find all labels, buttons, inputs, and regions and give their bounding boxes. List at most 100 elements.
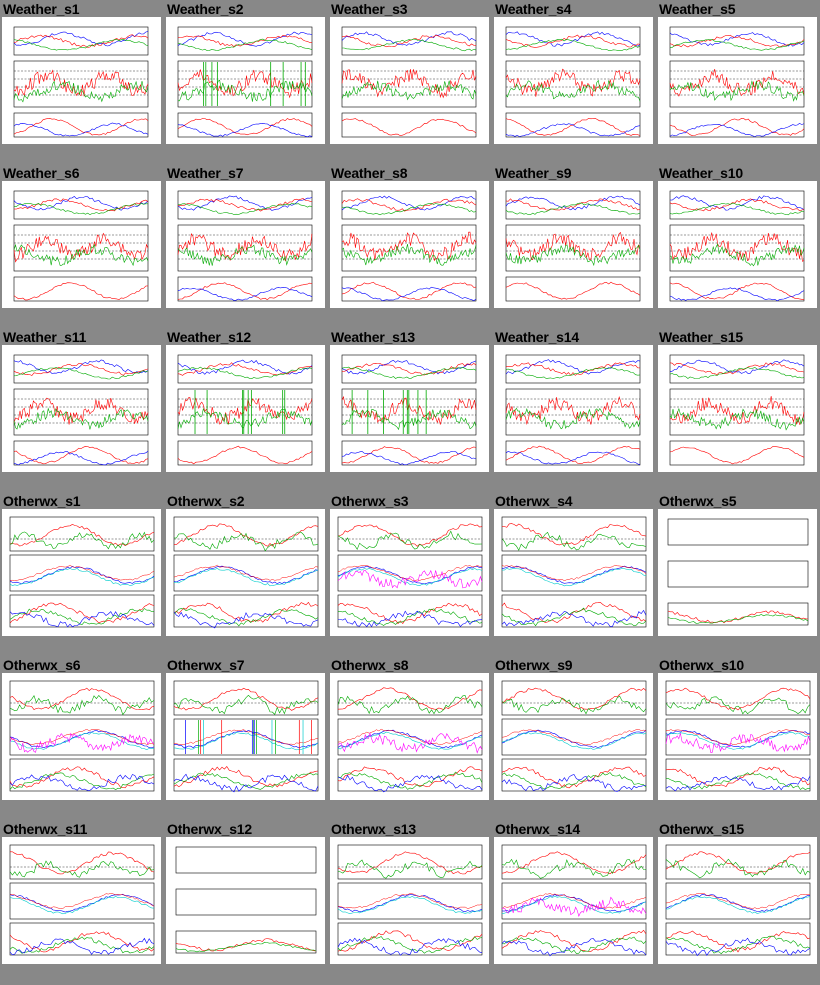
thumbnail-image[interactable] xyxy=(658,17,817,144)
thumbnail-plot xyxy=(667,518,809,626)
thumbnail-title: Otherwx_s5 xyxy=(659,493,737,509)
thumbnail-cell[interactable]: Otherwx_s7 xyxy=(166,657,328,821)
thumbnail-cell[interactable]: Weather_s1 xyxy=(2,1,164,165)
thumbnail-cell[interactable]: Weather_s5 xyxy=(658,1,820,165)
thumbnail-plot xyxy=(501,844,647,957)
thumbnail-title: Otherwx_s9 xyxy=(495,657,573,673)
thumbnail-title: Weather_s4 xyxy=(495,1,572,17)
thumbnail-image[interactable] xyxy=(658,509,817,636)
thumbnail-image[interactable] xyxy=(330,345,489,472)
thumbnail-image[interactable] xyxy=(2,17,161,144)
thumbnail-image[interactable] xyxy=(658,345,817,472)
thumbnail-cell[interactable]: Weather_s7 xyxy=(166,165,328,329)
thumbnail-plot xyxy=(665,844,811,957)
thumbnail-plot xyxy=(173,680,319,793)
thumbnail-image[interactable] xyxy=(330,17,489,144)
thumbnail-plot xyxy=(9,844,155,956)
thumbnail-cell[interactable]: Otherwx_s4 xyxy=(494,493,656,657)
thumbnail-plot xyxy=(177,190,313,302)
thumbnail-cell[interactable]: Otherwx_s5 xyxy=(658,493,820,657)
thumbnail-plot xyxy=(9,680,155,792)
thumbnail-image[interactable] xyxy=(166,17,325,144)
thumbnail-plot xyxy=(341,354,477,466)
thumbnail-title: Otherwx_s6 xyxy=(3,657,81,673)
thumbnail-image[interactable] xyxy=(330,837,489,964)
thumbnail-title: Weather_s11 xyxy=(3,329,87,345)
thumbnail-cell[interactable]: Otherwx_s3 xyxy=(330,493,492,657)
thumbnail-title: Otherwx_s3 xyxy=(331,493,409,509)
thumbnail-title: Otherwx_s15 xyxy=(659,821,744,837)
thumbnail-plot xyxy=(505,354,641,466)
thumbnail-plot xyxy=(13,354,149,466)
thumbnail-plot xyxy=(9,516,155,628)
thumbnail-plot xyxy=(173,516,319,629)
thumbnail-title: Otherwx_s11 xyxy=(3,821,88,837)
thumbnail-cell[interactable]: Weather_s4 xyxy=(494,1,656,165)
thumbnail-cell[interactable]: Otherwx_s9 xyxy=(494,657,656,821)
thumbnail-plot xyxy=(669,26,805,138)
thumbnail-cell[interactable]: Weather_s12 xyxy=(166,329,328,493)
thumbnail-cell[interactable]: Weather_s11 xyxy=(2,329,164,493)
thumbnail-image[interactable] xyxy=(494,509,653,636)
thumbnail-image[interactable] xyxy=(2,181,161,308)
thumbnail-cell[interactable]: Otherwx_s1 xyxy=(2,493,164,657)
thumbnail-title: Otherwx_s13 xyxy=(331,821,416,837)
thumbnail-title: Weather_s8 xyxy=(331,165,408,181)
thumbnail-plot xyxy=(501,516,647,628)
thumbnail-cell[interactable]: Otherwx_s11 xyxy=(2,821,164,985)
thumbnail-image[interactable] xyxy=(2,509,161,636)
thumbnail-image[interactable] xyxy=(494,673,653,800)
thumbnail-image[interactable] xyxy=(658,837,817,964)
thumbnail-title: Otherwx_s14 xyxy=(495,821,580,837)
thumbnail-cell[interactable]: Otherwx_s13 xyxy=(330,821,492,985)
thumbnail-cell[interactable]: Otherwx_s2 xyxy=(166,493,328,657)
thumbnail-image[interactable] xyxy=(166,509,325,636)
thumbnail-image[interactable] xyxy=(494,837,653,964)
thumbnail-cell[interactable]: Otherwx_s6 xyxy=(2,657,164,821)
thumbnail-plot xyxy=(665,680,811,792)
thumbnail-plot xyxy=(505,26,641,138)
thumbnail-cell[interactable]: Otherwx_s8 xyxy=(330,657,492,821)
thumbnail-cell[interactable]: Weather_s3 xyxy=(330,1,492,165)
thumbnail-image[interactable] xyxy=(330,181,489,308)
thumbnail-cell[interactable]: Otherwx_s15 xyxy=(658,821,820,985)
thumbnail-image[interactable] xyxy=(494,17,653,144)
thumbnail-title: Otherwx_s8 xyxy=(331,657,409,673)
thumbnail-plot xyxy=(337,680,483,793)
thumbnail-image[interactable] xyxy=(166,837,325,964)
thumbnail-image[interactable] xyxy=(2,673,161,800)
thumbnail-plot xyxy=(177,26,313,138)
thumbnail-cell[interactable]: Weather_s15 xyxy=(658,329,820,493)
thumbnail-plot xyxy=(337,516,483,628)
thumbnail-plot xyxy=(337,844,483,956)
thumbnail-cell[interactable]: Weather_s9 xyxy=(494,165,656,329)
thumbnail-cell[interactable]: Otherwx_s10 xyxy=(658,657,820,821)
thumbnail-cell[interactable]: Weather_s8 xyxy=(330,165,492,329)
thumbnail-cell[interactable]: Weather_s10 xyxy=(658,165,820,329)
thumbnail-cell[interactable]: Weather_s14 xyxy=(494,329,656,493)
thumbnail-image[interactable] xyxy=(166,181,325,308)
thumbnail-image[interactable] xyxy=(658,181,817,308)
thumbnail-image[interactable] xyxy=(658,673,817,800)
thumbnail-image[interactable] xyxy=(2,837,161,964)
thumbnail-cell[interactable]: Otherwx_s14 xyxy=(494,821,656,985)
thumbnail-title: Weather_s3 xyxy=(331,1,408,17)
thumbnail-title: Weather_s1 xyxy=(3,1,80,17)
thumbnail-image[interactable] xyxy=(166,673,325,800)
thumbnail-plot xyxy=(13,26,149,138)
thumbnail-plot xyxy=(505,190,641,302)
thumbnail-image[interactable] xyxy=(494,345,653,472)
thumbnail-image[interactable] xyxy=(330,509,489,636)
thumbnail-image[interactable] xyxy=(330,673,489,800)
thumbnail-plot xyxy=(669,190,805,302)
thumbnail-title: Weather_s14 xyxy=(495,329,579,345)
thumbnail-cell[interactable]: Otherwx_s12 xyxy=(166,821,328,985)
thumbnail-cell[interactable]: Weather_s13 xyxy=(330,329,492,493)
thumbnail-image[interactable] xyxy=(2,345,161,472)
thumbnail-image[interactable] xyxy=(166,345,325,472)
thumbnail-title: Otherwx_s7 xyxy=(167,657,245,673)
thumbnail-cell[interactable]: Weather_s6 xyxy=(2,165,164,329)
thumbnail-cell[interactable]: Weather_s2 xyxy=(166,1,328,165)
thumbnail-title: Otherwx_s12 xyxy=(167,821,252,837)
thumbnail-image[interactable] xyxy=(494,181,653,308)
